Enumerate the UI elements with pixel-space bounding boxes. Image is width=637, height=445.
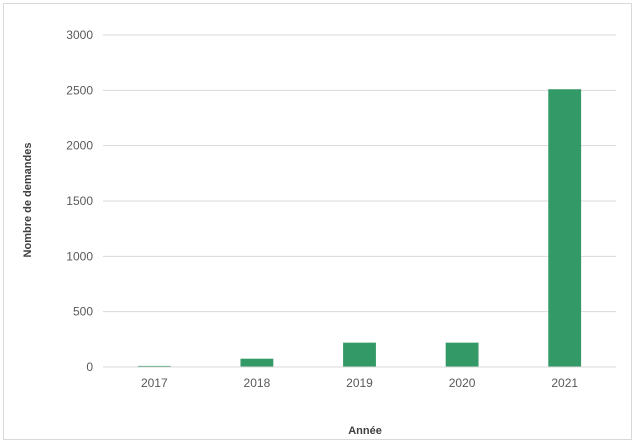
- x-tick-label: 2020: [449, 376, 476, 390]
- y-tick-label: 1500: [66, 194, 93, 208]
- y-tick-labels: 0 500 1000 1500 2000 2500 3000: [66, 28, 93, 374]
- x-tick-label: 2017: [141, 376, 168, 390]
- y-tick-label: 1000: [66, 249, 93, 263]
- bar-2020: [445, 342, 479, 367]
- bar-2021: [548, 89, 582, 367]
- bar-2017: [137, 365, 171, 367]
- y-axis-title: Nombre de demandes: [22, 143, 34, 258]
- bar-2018: [240, 358, 274, 367]
- y-tick-label: 2000: [66, 139, 93, 153]
- y-tick-label: 500: [73, 305, 93, 319]
- y-tick-label: 3000: [66, 28, 93, 42]
- x-tick-label: 2021: [551, 376, 578, 390]
- x-axis-title: Année: [348, 425, 382, 437]
- bars: [137, 89, 582, 367]
- y-tick-label: 0: [86, 360, 93, 374]
- y-tick-label: 2500: [66, 83, 93, 97]
- x-tick-label: 2018: [244, 376, 271, 390]
- bar-2019: [343, 342, 376, 367]
- x-tick-labels: 2017 2018 2019 2020 2021: [141, 376, 578, 390]
- x-tick-label: 2019: [346, 376, 373, 390]
- gridlines: [103, 34, 616, 313]
